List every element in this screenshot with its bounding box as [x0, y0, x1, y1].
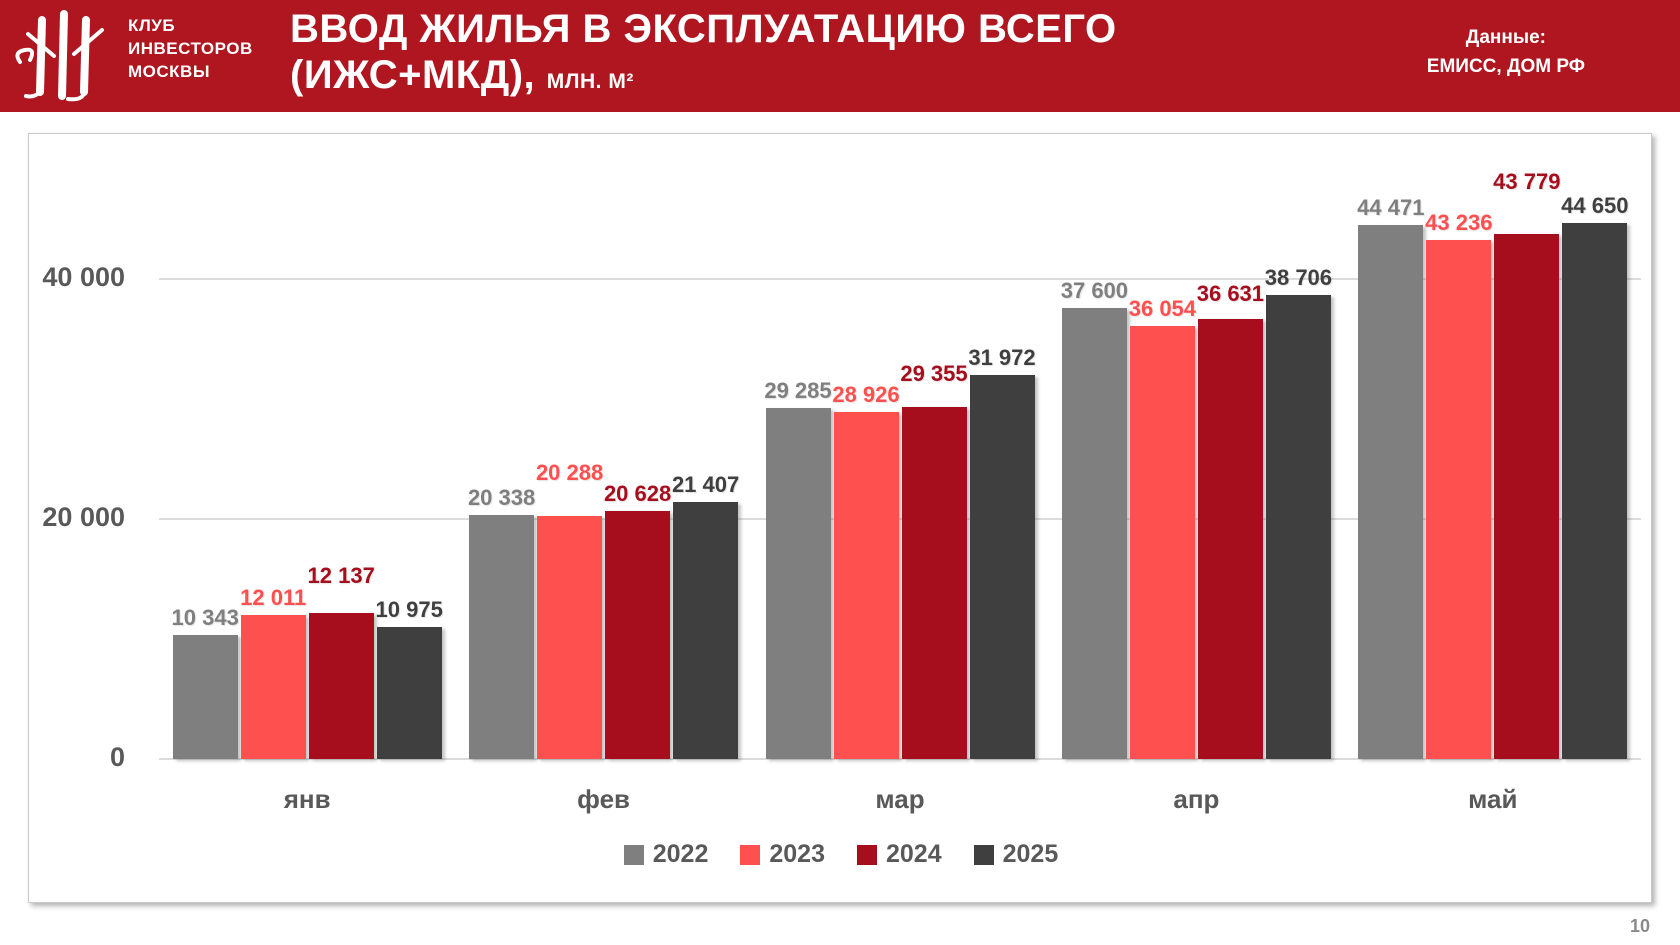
bar-value-2022-янв: 10 343 [171, 604, 239, 630]
club-name: КЛУБ ИНВЕСТОРОВ МОСКВЫ [128, 15, 253, 84]
bar-value-2023-апр: 36 054 [1128, 296, 1197, 322]
club-name-line3: МОСКВЫ [128, 61, 210, 81]
slide-title-unit: МЛН. М² [546, 70, 634, 93]
club-name-line1: КЛУБ [128, 16, 176, 35]
legend-label-2025: 2025 [1002, 840, 1059, 868]
legend-swatch-2023 [740, 844, 761, 865]
bar-2025-янв [376, 627, 442, 759]
page-number: 10 [1629, 916, 1650, 936]
slide-title-line1: ВВОД ЖИЛЬЯ В ЭКСПЛУАТАЦИЮ ВСЕГО [290, 7, 1117, 51]
legend-swatch-2022 [623, 844, 644, 865]
bar-2022-апр [1061, 307, 1127, 759]
bar-value-2025-фев: 21 407 [671, 472, 740, 498]
bar-2024-мар [901, 406, 967, 759]
bar-value-2022-фев: 20 338 [467, 484, 536, 510]
bar-2022-янв [172, 634, 238, 759]
bar-2025-мар [969, 375, 1035, 759]
bar-2024-фев [605, 511, 671, 759]
bar-value-2023-мар: 28 926 [832, 381, 900, 407]
slide-title-line2-main: (ИЖС+МКД), [290, 53, 536, 97]
y-axis-tick-40000: 40 000 [42, 262, 125, 292]
x-axis-label-апр: апр [1173, 784, 1220, 814]
chart-card: 0 20 000 40 000 10 343 12 011 12 137 10 975 янв… [28, 133, 1652, 903]
x-axis-label-май: май [1468, 784, 1518, 814]
bar-2022-мар [765, 407, 831, 759]
bar-2024-янв [308, 613, 374, 759]
bar-2023-апр [1129, 326, 1195, 759]
slide-header: КЛУБ ИНВЕСТОРОВ МОСКВЫ ВВОД ЖИЛЬЯ В ЭКСП… [0, 0, 1680, 112]
legend-label-2024: 2024 [886, 840, 942, 868]
slide-title-line2: (ИЖС+МКД), МЛН. М² [290, 52, 1270, 98]
bar-2023-мар [833, 411, 899, 759]
legend-item-2025: 2025 [973, 840, 1059, 869]
bar-value-2024-янв: 12 137 [307, 563, 375, 589]
bar-2025-фев [673, 502, 739, 759]
bar-value-2024-май: 43 779 [1493, 168, 1561, 194]
data-source-line1: Данные: [1465, 27, 1546, 48]
bar-value-2023-янв: 12 011 [240, 584, 307, 610]
x-axis-label-фев: фев [577, 784, 631, 814]
x-axis-label-янв: янв [283, 784, 331, 814]
legend-label-2023: 2023 [769, 840, 825, 868]
gridline-40000 [159, 278, 1641, 280]
bar-value-2022-май: 44 471 [1357, 195, 1425, 221]
bar-value-2022-мар: 29 285 [764, 377, 832, 403]
club-name-line2: ИНВЕСТОРОВ [128, 38, 253, 58]
bar-value-2024-мар: 29 355 [900, 360, 968, 386]
gridline-20000 [159, 518, 1641, 520]
chart-legend: 2022 2023 2024 2025 [29, 840, 1653, 869]
legend-item-2023: 2023 [740, 840, 825, 869]
bar-value-2025-мар: 31 972 [968, 345, 1036, 371]
bar-value-2024-фев: 20 628 [603, 481, 672, 507]
slide-title: ВВОД ЖИЛЬЯ В ЭКСПЛУАТАЦИЮ ВСЕГО (ИЖС+МКД… [290, 6, 1270, 98]
bar-value-2023-фев: 20 288 [535, 459, 604, 485]
bar-2023-фев [537, 515, 603, 759]
bar-2024-май [1494, 233, 1560, 759]
club-logo-icon [10, 4, 120, 108]
legend-item-2022: 2022 [623, 840, 709, 869]
bar-value-2025-май: 44 650 [1561, 193, 1629, 219]
legend-swatch-2024 [857, 844, 877, 865]
bar-2023-май [1426, 240, 1492, 759]
y-axis-tick-0: 0 [109, 742, 125, 772]
bar-value-2025-апр: 38 706 [1264, 264, 1333, 290]
bar-2022-май [1358, 225, 1424, 759]
legend-label-2022: 2022 [652, 840, 709, 868]
bar-2023-янв [240, 614, 306, 759]
bar-2025-май [1562, 223, 1628, 759]
bar-value-2024-апр: 36 631 [1196, 281, 1265, 307]
data-source: Данные: ЕМИСС, ДОМ РФ [1427, 24, 1585, 81]
bar-value-2025-янв: 10 975 [375, 597, 443, 623]
x-axis-label-мар: мар [875, 784, 925, 814]
gridline-0 [159, 758, 1641, 760]
legend-item-2024: 2024 [857, 840, 942, 869]
bar-2025-апр [1265, 294, 1331, 759]
bar-value-2022-апр: 37 600 [1060, 277, 1129, 303]
data-source-line2: ЕМИСС, ДОМ РФ [1426, 55, 1585, 77]
legend-swatch-2025 [973, 844, 994, 865]
y-axis-tick-20000: 20 000 [42, 502, 125, 532]
bar-2024-апр [1197, 319, 1263, 759]
bar-value-2023-май: 43 236 [1425, 210, 1493, 236]
bar-2022-фев [469, 514, 535, 759]
